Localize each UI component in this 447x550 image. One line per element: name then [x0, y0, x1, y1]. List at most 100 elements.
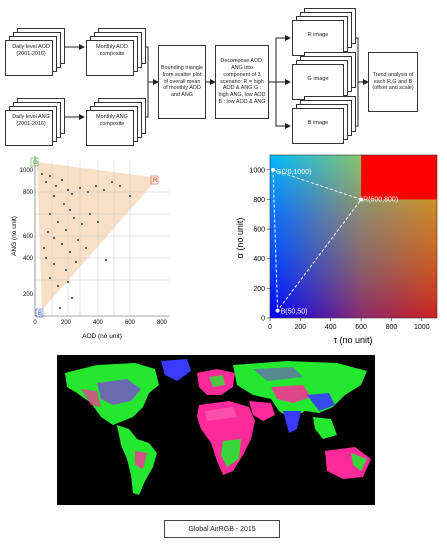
city-point: [89, 213, 91, 215]
aod-input-label: Daily level AOD (2001-2016): [12, 44, 50, 57]
city-point: [47, 231, 49, 233]
corner-points: G(20,1000) R(600,800) B(50,50): [271, 167, 398, 316]
city-point: [49, 175, 51, 177]
bounding-triangle-text: Bounding triangle from scatter plot of o…: [161, 65, 203, 99]
city-point: [59, 307, 61, 309]
gridlines: [35, 160, 170, 316]
city-point: [111, 181, 113, 183]
city-point: [105, 259, 107, 261]
city-point: [53, 195, 55, 197]
scatter-y-label: ANG (no unit): [11, 216, 18, 256]
global-airrgb-map: [57, 355, 375, 505]
corner-g-label: G(20,1000): [276, 169, 311, 176]
city-point: [49, 213, 51, 215]
city-point: [97, 221, 99, 223]
city-point: [65, 269, 67, 271]
g-image-label: G image: [307, 76, 329, 82]
bounding-triangle-dashed: [272, 169, 362, 313]
greenland: [161, 359, 191, 381]
india: [283, 411, 301, 433]
city-point: [67, 281, 69, 283]
city-point: [69, 251, 71, 253]
rgb-y-tick: 1000: [249, 167, 265, 174]
scatter-x-tick: 0: [33, 320, 37, 326]
red-saturation-zone: [361, 155, 437, 200]
city-point: [41, 173, 43, 175]
city-point: [81, 223, 83, 225]
city-point: [79, 187, 81, 189]
city-point: [43, 247, 45, 249]
rgb-x-tick: 800: [386, 324, 398, 331]
city-point: [57, 221, 59, 223]
scatter-y-tick: 800: [23, 190, 34, 196]
rgb-y-label: α (no unit): [235, 218, 245, 259]
rgb-x-tick: 0: [268, 324, 272, 331]
city-point: [55, 185, 57, 187]
scatter-x-tick: 800: [157, 320, 168, 326]
rgb-x-tick: 200: [295, 324, 307, 331]
scatter-corner-r: R: [153, 178, 158, 184]
aod-ang-scatter: 0 200 400 600 800 200 400 600 800 1000 AOD (no u…: [11, 156, 170, 340]
decompose-text: Decompose AOD, ANG into component of 3 s…: [218, 58, 266, 105]
b-image-label: B image: [307, 120, 329, 126]
scatter-x-tick: 400: [93, 320, 104, 326]
city-point: [45, 257, 47, 259]
city-point: [63, 203, 65, 205]
city-point: [129, 195, 131, 197]
city-point: [61, 243, 63, 245]
scatter-y-tick: 600: [23, 234, 34, 240]
city-point: [61, 179, 63, 181]
rgb-y-tick: 0: [261, 316, 265, 323]
bounding-triangle-box: Bounding triangle from scatter plot of o…: [158, 45, 206, 119]
ang-input-label: Daily level ANG (2001-2016): [12, 114, 50, 127]
city-point: [67, 189, 69, 191]
scatter-y-ticks: 200 400 600 800 1000: [20, 168, 34, 298]
rgb-space-plot: 0 200 400 600 800 1000 0 200 400 600 800 1000 G(20…: [235, 154, 438, 345]
map-caption: Global AirRGB - 2015: [164, 520, 280, 538]
rgb-x-ticks: 0 200 400 600 800 1000: [268, 318, 430, 331]
city-point: [57, 285, 59, 287]
rgb-x-tick: 1000: [414, 324, 430, 331]
rgb-x-tick: 400: [325, 324, 337, 331]
corner-g-point: [271, 167, 276, 172]
australia: [325, 447, 371, 479]
city-point: [49, 277, 51, 279]
scatter-y-tick: 200: [23, 292, 34, 298]
city-points: [41, 173, 131, 309]
city-point: [71, 297, 73, 299]
city-point: [71, 193, 73, 195]
corner-r-point: [359, 197, 364, 202]
rgb-y-tick: 400: [253, 256, 265, 263]
ang-composite-label: Monthly ANG composite: [96, 114, 128, 127]
city-point: [69, 209, 71, 211]
rgb-y-tick: 200: [253, 286, 265, 293]
aod-composite-label: Monthly AOD composite: [96, 44, 128, 57]
rgb-y-ticks: 0 200 400 600 800 1000: [249, 167, 270, 323]
trend-analysis-box: Trend analysis of each R,G and B (offset…: [368, 52, 418, 112]
scatter-corner-g: G: [33, 160, 38, 166]
scatter-y-tick: 1000: [20, 168, 34, 174]
city-point: [53, 237, 55, 239]
middle-east: [249, 401, 275, 421]
city-point: [87, 191, 89, 193]
city-point: [45, 181, 47, 183]
scatter-x-ticks: 0 200 400 600 800: [33, 320, 167, 326]
corner-b-label: B(50,50): [281, 309, 308, 316]
scatter-x-label: AOD (no unit): [82, 333, 122, 340]
city-point: [73, 217, 75, 219]
decompose-box: Decompose AOD, ANG into component of 3 s…: [215, 45, 269, 119]
city-point: [119, 185, 121, 187]
city-point: [77, 239, 79, 241]
city-point: [75, 261, 77, 263]
city-point: [65, 229, 67, 231]
city-point: [103, 189, 105, 191]
trend-analysis-text: Trend analysis of each R,G and B (offset…: [372, 71, 414, 92]
city-point: [95, 185, 97, 187]
rgb-y-tick: 600: [253, 227, 265, 234]
scatter-x-tick: 600: [125, 320, 136, 326]
city-point: [53, 263, 55, 265]
southeast-asia: [313, 417, 337, 439]
rgb-y-tick: 800: [253, 197, 265, 204]
r-image-label: R image: [307, 32, 329, 38]
corner-b-point: [275, 308, 280, 313]
